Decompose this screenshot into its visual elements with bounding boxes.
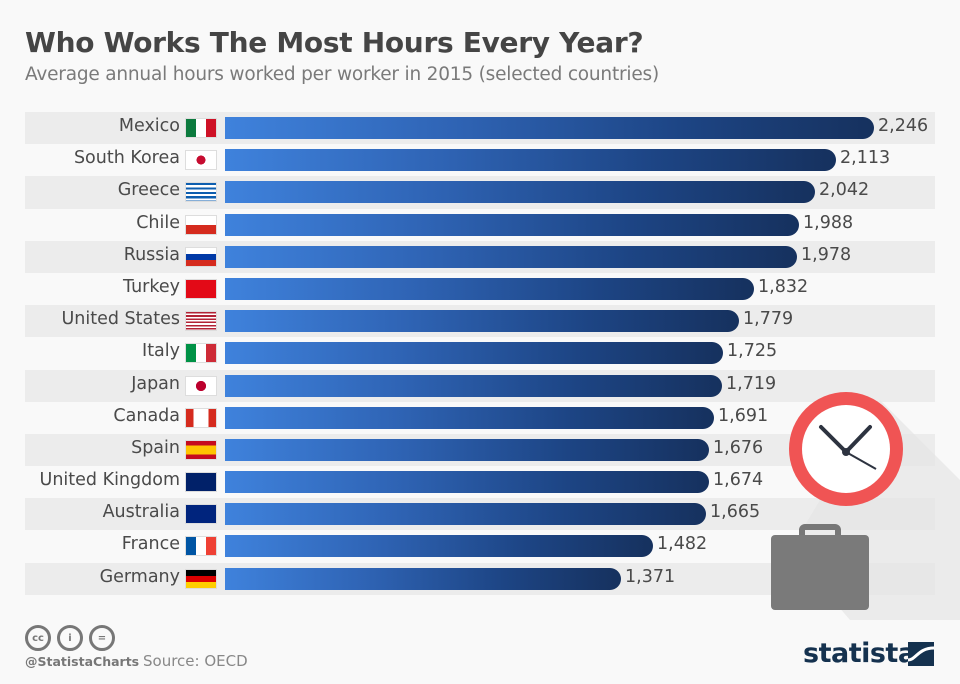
bar-row: France 1,482 [25, 530, 935, 562]
bar-row: Canada 1,691 [25, 402, 935, 434]
country-label: Turkey [123, 276, 180, 297]
australia-flag-icon [185, 504, 217, 525]
bar-row: Australia 1,665 [25, 498, 935, 531]
canada-flag-icon [185, 407, 217, 428]
value-label: 1,779 [743, 309, 794, 330]
country-label: United Kingdom [39, 470, 180, 491]
united-states-flag-icon [185, 311, 217, 332]
bar[interactable] [225, 117, 874, 139]
bar-row: Chile 1,988 [25, 209, 935, 241]
bar[interactable] [225, 342, 723, 365]
by-icon[interactable]: i [57, 625, 83, 651]
united-kingdom-flag-icon [185, 472, 217, 493]
statista-logo[interactable]: statista [803, 638, 916, 669]
value-label: 2,246 [878, 116, 929, 136]
country-label: South Korea [73, 148, 180, 169]
value-label: 1,676 [713, 437, 764, 458]
value-label: 1,691 [718, 405, 769, 426]
france-flag-icon [185, 536, 217, 557]
value-label: 1,674 [713, 470, 764, 491]
value-label: 1,482 [657, 534, 708, 555]
chile-flag-icon [185, 214, 217, 235]
bar[interactable] [225, 438, 709, 461]
bar[interactable] [225, 406, 714, 429]
cc-icon[interactable]: cc [25, 625, 51, 651]
twitter-handle[interactable]: @StatistaCharts [25, 654, 140, 669]
bar-row: Spain 1,676 [25, 433, 935, 467]
germany-flag-icon [185, 568, 217, 589]
nd-icon[interactable]: = [89, 625, 115, 651]
bar[interactable] [225, 535, 653, 558]
value-label: 1,725 [727, 341, 778, 362]
country-label: United States [61, 309, 180, 330]
country-label: Canada [113, 405, 180, 426]
bar-row: Mexico 2,246 [25, 112, 935, 145]
south-korea-flag-icon [185, 150, 217, 171]
bar[interactable] [225, 471, 709, 494]
country-label: Spain [131, 437, 180, 458]
italy-flag-icon [185, 343, 217, 364]
bar-row: Germany 1,371 [25, 562, 935, 595]
statista-logo-mark-icon [908, 642, 934, 666]
bar[interactable] [225, 181, 815, 204]
bar[interactable] [225, 213, 799, 236]
value-label: 1,978 [801, 244, 852, 265]
bar[interactable] [225, 374, 722, 397]
country-label: Germany [99, 566, 180, 587]
country-label: Chile [136, 212, 180, 233]
source-note: Source: OECD [143, 652, 248, 670]
value-label: 1,719 [726, 373, 777, 394]
japan-flag-icon [185, 375, 217, 396]
country-label: France [121, 534, 180, 555]
bar-row: United States 1,779 [25, 305, 935, 338]
country-label: Russia [123, 244, 180, 265]
value-label: 1,832 [758, 276, 809, 297]
bar-chart: Mexico 2,246 South Korea 2,113 Greece 2,042 Ch… [25, 112, 935, 595]
russia-flag-icon [185, 246, 217, 267]
bar[interactable] [225, 503, 706, 526]
bar[interactable] [225, 245, 797, 268]
bar[interactable] [225, 277, 754, 300]
bar-row: Russia 1,978 [25, 240, 935, 273]
country-label: Australia [102, 502, 180, 523]
bar-row: South Korea 2,113 [25, 144, 935, 176]
license-icons: cc i = [25, 625, 115, 651]
mexico-flag-icon [185, 118, 217, 138]
clock-briefcase-illustration [771, 392, 960, 620]
country-label: Mexico [118, 116, 180, 136]
country-label: Japan [131, 373, 180, 394]
country-label: Greece [117, 180, 180, 201]
value-label: 1,988 [803, 212, 854, 233]
turkey-flag-icon [185, 278, 217, 299]
bar-row: Turkey 1,832 [25, 273, 935, 305]
chart-title: Who Works The Most Hours Every Year? [25, 26, 644, 59]
bar[interactable] [225, 567, 621, 590]
greece-flag-icon [185, 182, 217, 203]
country-label: Italy [142, 341, 180, 362]
value-label: 2,113 [840, 148, 891, 169]
bar[interactable] [225, 310, 739, 333]
bar-row: Italy 1,725 [25, 337, 935, 369]
bar[interactable] [225, 149, 836, 172]
value-label: 2,042 [819, 180, 870, 201]
bar-row: Japan 1,719 [25, 369, 935, 402]
bar-row: United Kingdom 1,674 [25, 466, 935, 498]
value-label: 1,665 [710, 502, 761, 523]
value-label: 1,371 [625, 566, 676, 587]
bar-row: Greece 2,042 [25, 176, 935, 209]
chart-subtitle: Average annual hours worked per worker i… [25, 64, 659, 85]
spain-flag-icon [185, 439, 217, 460]
